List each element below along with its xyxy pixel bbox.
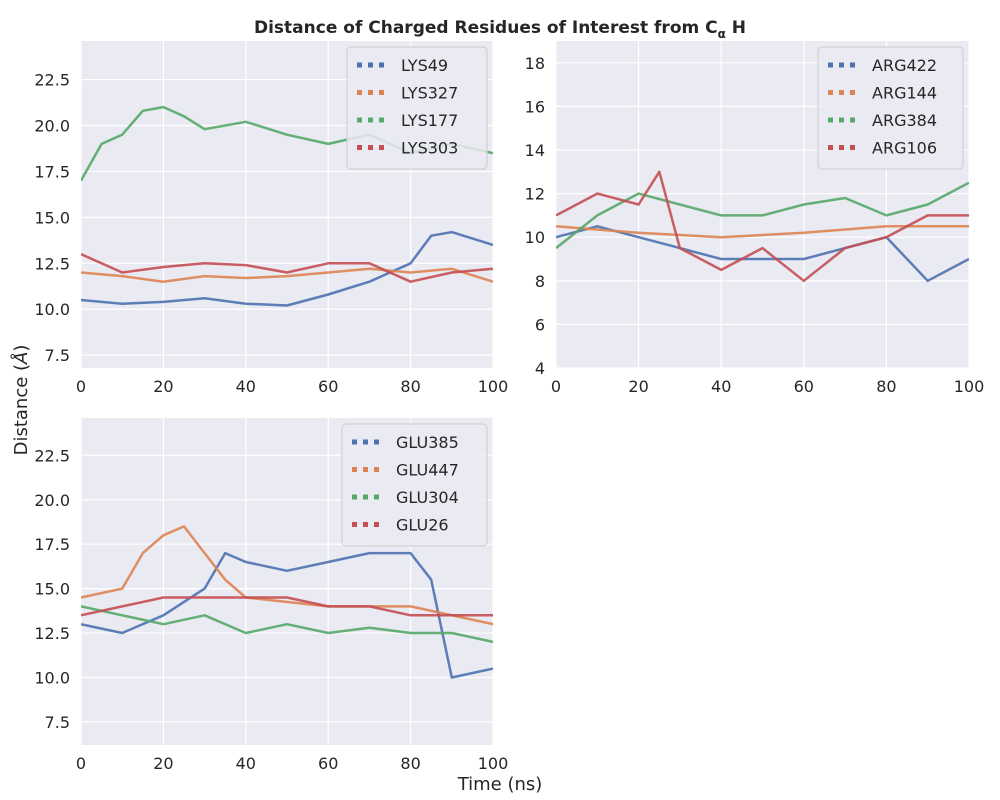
legend-label: LYS49 — [401, 56, 448, 75]
x-tick-label: 20 — [153, 754, 173, 773]
y-tick-label: 17.5 — [34, 535, 70, 554]
series-line-lys327 — [81, 267, 493, 283]
legend-label: GLU447 — [396, 461, 459, 480]
legend-label: GLU385 — [396, 433, 459, 452]
y-tick-label: 18 — [525, 54, 545, 73]
legend-label: ARG144 — [872, 84, 937, 103]
legend-label: GLU304 — [396, 488, 459, 507]
x-tick-label: 0 — [76, 377, 86, 396]
x-tick-label: 100 — [954, 377, 985, 396]
y-tick-label: 10 — [525, 228, 545, 247]
series-line-glu385 — [81, 551, 493, 679]
y-tick-label: 6 — [535, 315, 545, 334]
legend: ARG422 ARG144 ARG384 ARG106 — [817, 46, 964, 170]
y-tick-label: 20.0 — [34, 117, 70, 136]
legend-label: LYS177 — [401, 111, 458, 130]
legend-label: GLU26 — [396, 516, 449, 535]
y-tick-label: 10.0 — [34, 668, 70, 687]
legend-box — [346, 46, 488, 170]
series-line-arg144 — [556, 225, 969, 239]
y-tick-label: 20.0 — [34, 491, 70, 510]
y-axis-label: Distance (Å) — [10, 345, 32, 456]
x-tick-label: 60 — [318, 377, 338, 396]
x-tick-label: 80 — [400, 754, 420, 773]
x-tick-label: 60 — [318, 754, 338, 773]
y-tick-label: 7.5 — [45, 713, 70, 732]
legend: LYS49 LYS327 LYS177 LYS303 — [346, 46, 488, 170]
y-tick-label: 12 — [525, 185, 545, 204]
x-tick-label: 60 — [794, 377, 814, 396]
y-tick-label: 15.0 — [34, 208, 70, 227]
y-tick-label: 12.5 — [34, 254, 70, 273]
panels-group: 0 20 40 60 80 1007.510.012.515.017.520.022.5L… — [34, 41, 984, 773]
series-line-lys303 — [81, 252, 493, 283]
legend: GLU385 GLU447 GLU304 GLU26 — [341, 423, 488, 547]
x-tick-label: 40 — [236, 754, 256, 773]
legend-box — [341, 423, 488, 547]
y-tick-label: 22.5 — [34, 446, 70, 465]
legend-label: ARG384 — [872, 111, 937, 130]
legend-label: ARG422 — [872, 56, 937, 75]
figure-title: Distance of Charged Residues of Interest… — [254, 18, 746, 41]
series-group — [81, 525, 493, 679]
series-line-lys49 — [81, 230, 493, 307]
x-tick-label: 80 — [876, 377, 896, 396]
y-tick-label: 14 — [525, 141, 545, 160]
legend-box — [817, 46, 964, 170]
y-tick-label: 17.5 — [34, 162, 70, 181]
series-line-glu26 — [81, 596, 493, 617]
x-tick-label: 0 — [551, 377, 561, 396]
x-tick-label: 20 — [153, 377, 173, 396]
legend-label: ARG106 — [872, 139, 937, 158]
y-tick-label: 15.0 — [34, 580, 70, 599]
x-axis-label: Time (ns) — [457, 774, 543, 795]
y-tick-label: 16 — [525, 97, 545, 116]
x-tick-label: 80 — [400, 377, 420, 396]
legend-label: LYS327 — [401, 84, 458, 103]
series-line-arg106 — [556, 170, 969, 283]
chart-panel-top-left: 0 20 40 60 80 100 7.5 10.0 12.5 15.0 17.5 20.0 22.5 L… — [34, 41, 508, 396]
legend-label: LYS303 — [401, 139, 458, 158]
series-group — [556, 170, 969, 283]
y-tick-label: 10.0 — [34, 300, 70, 319]
y-tick-label: 12.5 — [34, 624, 70, 643]
x-tick-label: 100 — [478, 754, 509, 773]
y-tick-label: 7.5 — [45, 346, 70, 365]
x-tick-label: 20 — [628, 377, 648, 396]
y-tick-label: 22.5 — [34, 71, 70, 90]
series-line-glu304 — [81, 605, 493, 644]
y-tick-label: 4 — [535, 359, 545, 378]
series-line-arg422 — [556, 225, 969, 283]
chart-panel-bottom-left: 0 20 40 60 80 100 7.5 10.0 12.5 15.0 17.5 20.0 22.5 G… — [34, 418, 508, 773]
x-tick-label: 100 — [478, 377, 509, 396]
x-tick-label: 40 — [711, 377, 731, 396]
x-tick-label: 40 — [236, 377, 256, 396]
x-tick-label: 0 — [76, 754, 86, 773]
y-tick-label: 8 — [535, 272, 545, 291]
